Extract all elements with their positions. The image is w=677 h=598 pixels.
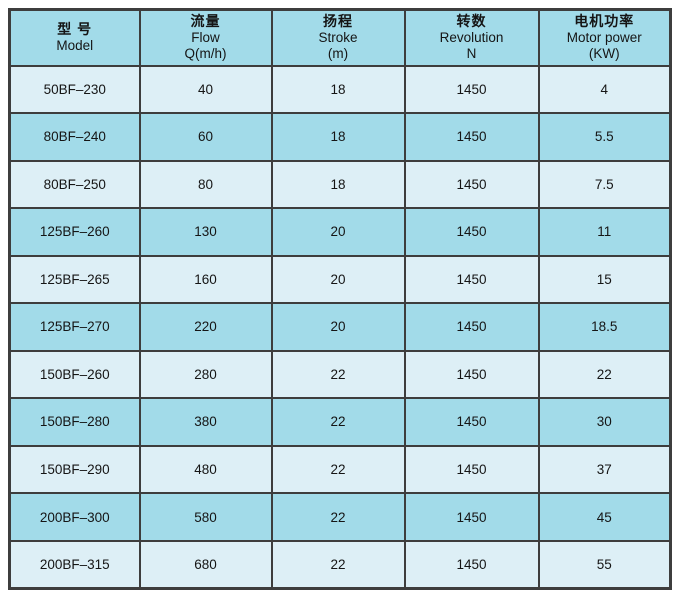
table-row: 80BF–250 80 18 1450 7.5 [8,159,672,210]
header-revolution-sub: N [466,46,477,62]
cell-model: 200BF–300 [8,492,141,542]
cell-stroke: 20 [270,254,406,305]
cell-power: 4 [537,64,672,115]
header-revolution-en: Revolution [439,30,504,46]
table-row: 80BF–240 60 18 1450 5.5 [8,112,672,162]
cell-model: 150BF–280 [8,397,141,447]
cell-flow: 280 [138,349,273,400]
cell-power: 11 [537,207,672,257]
cell-model: 80BF–250 [8,159,141,210]
header-flow-zh: 流量 [190,13,221,30]
cell-stroke: 18 [270,112,406,162]
header-motor-power-en: Motor power [566,30,642,46]
cell-power: 7.5 [537,159,672,210]
cell-flow: 480 [138,444,273,495]
cell-power: 45 [537,492,672,542]
cell-model: 125BF–265 [8,254,141,305]
table-row: 125BF–265 160 20 1450 15 [8,254,672,305]
cell-power: 18.5 [537,302,672,352]
cell-revolution: 1450 [403,254,540,305]
cell-revolution: 1450 [403,444,540,495]
header-flow: 流量 Flow Q(m/h) [138,8,273,67]
header-motor-power-zh: 电机功率 [574,13,635,30]
cell-stroke: 22 [270,492,406,542]
header-revolution-zh: 转数 [456,13,487,30]
cell-revolution: 1450 [403,64,540,115]
cell-stroke: 20 [270,302,406,352]
cell-stroke: 22 [270,397,406,447]
cell-revolution: 1450 [403,349,540,400]
table-body: 50BF–230 40 18 1450 4 80BF–240 60 18 1450 5.5 80BF… [8,64,672,590]
cell-power: 22 [537,349,672,400]
cell-flow: 160 [138,254,273,305]
cell-revolution: 1450 [403,397,540,447]
header-model-zh: 型 号 [57,21,93,38]
cell-flow: 680 [138,539,273,590]
cell-stroke: 18 [270,159,406,210]
cell-stroke: 22 [270,444,406,495]
cell-model: 80BF–240 [8,112,141,162]
cell-revolution: 1450 [403,539,540,590]
header-stroke: 扬程 Stroke (m) [270,8,406,67]
cell-model: 125BF–270 [8,302,141,352]
header-row: 型 号 Model 流量 Flow Q(m/h) 扬程 Stroke (m) 转… [8,8,672,67]
table-row: 125BF–260 130 20 1450 11 [8,207,672,257]
cell-power: 37 [537,444,672,495]
header-model: 型 号 Model [8,8,141,67]
table-row: 150BF–260 280 22 1450 22 [8,349,672,400]
cell-model: 50BF–230 [8,64,141,115]
table-row: 150BF–280 380 22 1450 30 [8,397,672,447]
cell-revolution: 1450 [403,492,540,542]
cell-revolution: 1450 [403,112,540,162]
cell-flow: 380 [138,397,273,447]
cell-stroke: 22 [270,349,406,400]
table-row: 50BF–230 40 18 1450 4 [8,64,672,115]
cell-flow: 130 [138,207,273,257]
table-row: 200BF–300 580 22 1450 45 [8,492,672,542]
header-flow-en: Flow [191,30,220,46]
cell-flow: 220 [138,302,273,352]
table-row: 200BF–315 680 22 1450 55 [8,539,672,590]
cell-model: 150BF–290 [8,444,141,495]
cell-power: 5.5 [537,112,672,162]
header-stroke-en: Stroke [318,30,358,46]
cell-flow: 60 [138,112,273,162]
cell-power: 15 [537,254,672,305]
cell-model: 150BF–260 [8,349,141,400]
cell-revolution: 1450 [403,159,540,210]
cell-flow: 580 [138,492,273,542]
table-row: 150BF–290 480 22 1450 37 [8,444,672,495]
header-stroke-zh: 扬程 [323,13,353,30]
cell-stroke: 22 [270,539,406,590]
header-motor-power-sub: (KW) [588,46,620,62]
cell-revolution: 1450 [403,207,540,257]
table-row: 125BF–270 220 20 1450 18.5 [8,302,672,352]
header-motor-power: 电机功率 Motor power (KW) [537,8,672,67]
cell-stroke: 18 [270,64,406,115]
cell-flow: 40 [138,64,273,115]
cell-model: 125BF–260 [8,207,141,257]
cell-revolution: 1450 [403,302,540,352]
cell-power: 55 [537,539,672,590]
cell-power: 30 [537,397,672,447]
cell-model: 200BF–315 [8,539,141,590]
cell-stroke: 20 [270,207,406,257]
header-revolution: 转数 Revolution N [403,8,540,67]
header-flow-sub: Q(m/h) [184,46,227,62]
table-header: 型 号 Model 流量 Flow Q(m/h) 扬程 Stroke (m) 转… [8,8,672,67]
header-stroke-sub: (m) [327,46,349,62]
header-model-en: Model [56,38,94,54]
cell-flow: 80 [138,159,273,210]
pump-spec-table: 型 号 Model 流量 Flow Q(m/h) 扬程 Stroke (m) 转… [8,8,672,590]
